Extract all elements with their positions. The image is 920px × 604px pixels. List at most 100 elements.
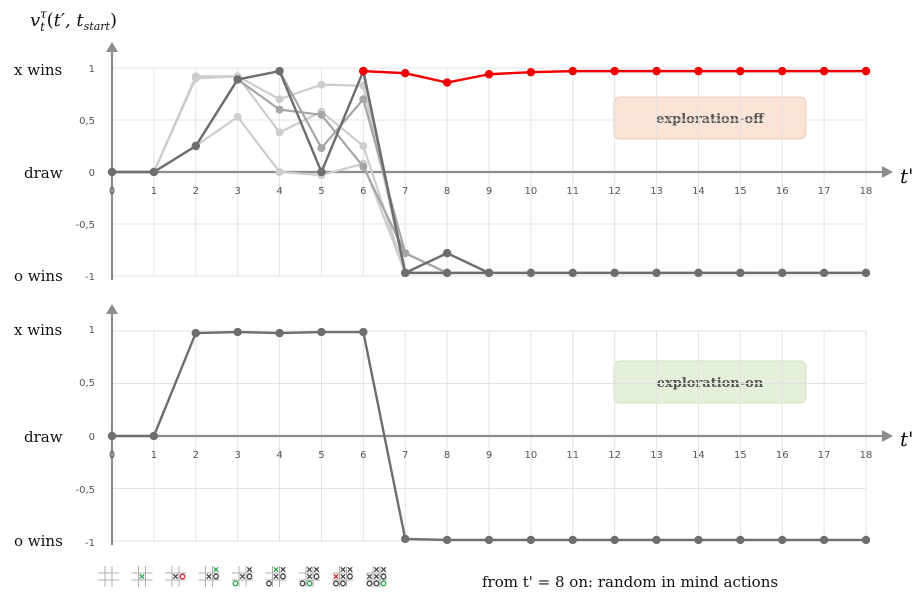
x-tick-label: 9 [486, 450, 492, 461]
data-point [191, 141, 200, 151]
data-point [568, 268, 577, 278]
data-point [191, 328, 200, 338]
o-mark [232, 580, 239, 587]
o-mark [347, 573, 353, 580]
caption: from t' = 8 on: random in mind actions [482, 573, 778, 591]
data-point [317, 327, 326, 337]
data-point [694, 66, 703, 76]
o-mark [380, 573, 387, 580]
label-x-wins-bottom: x wins [14, 321, 62, 339]
data-point [191, 74, 200, 83]
x-tick-label: 7 [402, 186, 408, 197]
data-point [736, 268, 745, 278]
y-tick-label: -0,5 [75, 485, 95, 496]
data-point [778, 268, 787, 278]
x-tick-label: 12 [608, 450, 621, 461]
x-axis-title-bottom: t' [900, 427, 914, 451]
y-tick-label: -1 [85, 538, 95, 549]
x-mark [347, 566, 353, 573]
data-point [317, 144, 326, 153]
x-tick-label: 8 [444, 450, 450, 461]
data-point [484, 70, 494, 79]
tic-tac-toe-board [198, 566, 220, 587]
x-tick-label: 2 [193, 450, 199, 461]
x-tick-label: 6 [360, 450, 366, 461]
x-tick-label: 13 [650, 450, 663, 461]
x-tick-label: 13 [650, 186, 663, 197]
x-tick-label: 0 [109, 186, 115, 197]
data-point [610, 66, 619, 76]
o-mark [246, 573, 253, 580]
data-point [861, 66, 871, 76]
data-point [149, 431, 159, 441]
data-point [736, 66, 745, 76]
data-point [736, 535, 745, 545]
o-mark [313, 573, 320, 580]
x-tick-label: 1 [151, 186, 157, 197]
tic-tac-toe-board [131, 566, 153, 587]
x-tick-label: 16 [776, 450, 789, 461]
o-mark [366, 580, 373, 587]
data-point [317, 80, 326, 89]
x-axis-arrow [882, 166, 893, 178]
x-mark [333, 573, 339, 580]
data-point [652, 66, 661, 76]
y-tick-label: 0,5 [79, 378, 95, 389]
x-tick-label: 15 [734, 186, 747, 197]
data-point [317, 167, 326, 177]
data-point [861, 535, 871, 545]
x-tick-label: 5 [318, 186, 324, 197]
y-tick-label: 1 [89, 64, 95, 75]
y-tick-label: 1 [89, 325, 95, 336]
x-tick-label: 11 [566, 186, 579, 197]
tic-tac-toe-board [366, 566, 387, 587]
x-mark [373, 566, 380, 573]
o-mark [179, 573, 186, 580]
x-tick-label: 4 [276, 450, 282, 461]
x-tick-label: 7 [402, 450, 408, 461]
label-o-wins-bottom: o wins [14, 532, 63, 550]
tic-tac-toe-board [265, 566, 287, 587]
data-point [359, 142, 368, 150]
x-axis-arrow [882, 430, 893, 442]
x-tick-label: 12 [608, 186, 621, 197]
o-mark [280, 573, 286, 580]
x-mark [380, 566, 387, 573]
y-tick-label: -1 [85, 272, 95, 283]
y-tick-label: 0 [89, 168, 95, 179]
data-point [107, 431, 117, 441]
data-point [401, 249, 410, 258]
badge-exploration-off [613, 96, 807, 140]
o-mark [373, 580, 380, 587]
x-mark [273, 566, 279, 573]
x-mark [373, 573, 380, 580]
tic-tac-toe-board [332, 566, 354, 587]
badge-exploration-on [613, 360, 807, 404]
y-axis-title: vtτ(t′, tstart) [30, 7, 117, 34]
x-mark [340, 573, 346, 580]
y-tick-label: -0,5 [75, 220, 95, 231]
x-mark [313, 566, 320, 573]
y-axis-arrow [106, 42, 118, 52]
data-point [526, 268, 536, 278]
data-point [819, 535, 829, 545]
data-point [359, 66, 368, 76]
data-point [568, 66, 577, 76]
data-point [275, 128, 284, 137]
data-point [275, 95, 284, 104]
x-tick-label: 10 [525, 450, 538, 461]
label-draw-bottom: draw [24, 428, 63, 446]
data-point [484, 535, 494, 545]
data-point [819, 268, 829, 278]
x-tick-label: 18 [860, 450, 873, 461]
data-point [526, 67, 536, 77]
data-point [778, 66, 787, 76]
data-point [107, 167, 117, 177]
data-point [275, 168, 284, 176]
data-point [275, 66, 284, 76]
x-tick-label: 17 [818, 186, 831, 197]
x-tick-label: 15 [734, 450, 747, 461]
y-tick-label: 0 [89, 432, 95, 443]
x-tick-label: 11 [566, 450, 579, 461]
o-mark [306, 580, 313, 587]
